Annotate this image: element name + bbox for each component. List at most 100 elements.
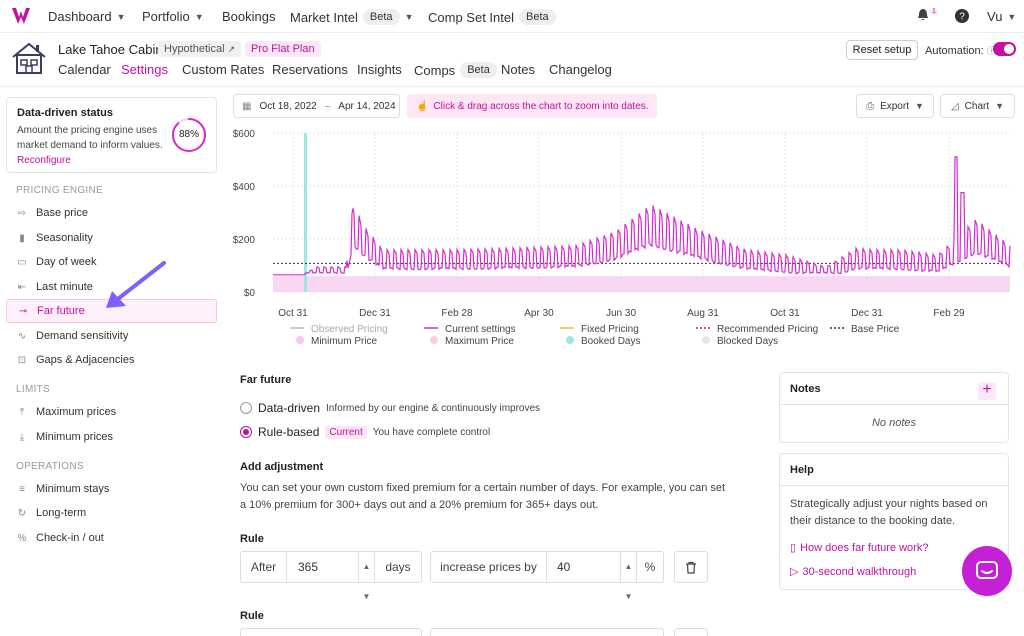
chevron-down-icon[interactable]: ▼ [624, 592, 633, 601]
delete-rule-button[interactable] [674, 551, 708, 583]
export-button[interactable]: ⎙ Export ▼ [856, 94, 934, 118]
date-range-picker[interactable]: ▦ Oct 18, 2022 – Apr 14, 2024 [233, 94, 400, 118]
radio-rule-based[interactable] [240, 426, 252, 438]
header-divider [0, 86, 1024, 87]
tab-settings[interactable]: Settings [121, 62, 168, 77]
chevron-up-icon[interactable]: ▲ [362, 562, 371, 571]
option-rule-based[interactable]: Rule-based Current You have complete contr… [240, 425, 490, 439]
sidebar-item-gaps[interactable]: ⊡ Gaps & Adjacencies [6, 348, 217, 372]
tab-calendar[interactable]: Calendar [58, 62, 111, 77]
sidebar-item-checkin[interactable]: % Check-in / out [6, 526, 217, 550]
user-menu[interactable]: Vu ▼ [987, 9, 1016, 24]
nav-portfolio[interactable]: Portfolio ▼ [142, 9, 204, 24]
sidebar-item-last-minute[interactable]: ⇤ Last minute [6, 275, 217, 299]
sidebar-item-demand-sensitivity[interactable]: ∿ Demand sensitivity [6, 324, 217, 348]
tab-insights[interactable]: Insights [357, 62, 402, 77]
date-separator: – [324, 100, 331, 112]
property-name[interactable]: Lake Tahoe Cabin [58, 42, 163, 57]
legend-label: Observed Pricing [311, 324, 388, 335]
tab-custom-rates[interactable]: Custom Rates [182, 62, 265, 77]
calendar-icon: ▦ [242, 100, 252, 112]
external-link-icon: ↗ [227, 44, 236, 54]
action-select[interactable]: increase prices by [431, 552, 547, 582]
rule-2-amount-group[interactable] [430, 628, 664, 636]
rule-amount-group: increase prices by 40 ▲ ▼ % [430, 551, 664, 601]
section-pricing-engine: PRICING ENGINE [16, 185, 103, 196]
tab-comps[interactable]: Comps Beta [414, 62, 497, 78]
sidebar-item-label: Day of week [36, 256, 97, 268]
reconfigure-link[interactable]: Reconfigure [17, 155, 71, 166]
checkin-icon: % [17, 532, 27, 544]
nav-bookings[interactable]: Bookings [222, 9, 275, 24]
nav-market-intel[interactable]: Market Intel Beta ▼ [290, 9, 413, 25]
option-data-driven[interactable]: Data-driven Informed by our engine & cont… [240, 401, 540, 415]
nav-dashboard[interactable]: Dashboard ▼ [48, 9, 126, 24]
days-unit: days [385, 560, 411, 574]
status-description: Amount the pricing engine uses market de… [17, 123, 167, 168]
beta-badge: Beta [362, 9, 400, 25]
sidebar-item-label: Seasonality [36, 232, 93, 244]
chevron-up-icon[interactable]: ▲ [624, 562, 633, 571]
sidebar-item-long-term[interactable]: ↻ Long-term [6, 501, 217, 525]
days-stepper[interactable]: ▲ ▼ [358, 552, 374, 601]
days-input[interactable]: 365 ▲ ▼ [287, 552, 375, 601]
sidebar-item-day-of-week[interactable]: ▭ Day of week [6, 250, 217, 274]
tab-changelog[interactable]: Changelog [549, 62, 612, 77]
option-rule-based-label: Rule-based [258, 425, 320, 439]
amount-input[interactable]: 40 ▲ ▼ [547, 552, 637, 601]
nav-comp-set-intel[interactable]: Comp Set Intel Beta [428, 9, 556, 25]
tab-notes[interactable]: Notes [501, 62, 535, 77]
status-progress-ring [172, 118, 206, 152]
help-link-how-far-future[interactable]: ▯ How does far future work? [790, 541, 929, 555]
chart-type-button[interactable]: ◿ Chart ▼ [940, 94, 1015, 118]
chevron-down-icon: ▼ [194, 11, 204, 22]
pricing-chart[interactable]: $600 $400 $200 $0 Oct 31 Dec 31 Feb 28 Apr 30 J… [226, 122, 1022, 358]
legend-label: Recommended Pricing [717, 324, 818, 335]
amount-stepper[interactable]: ▲ ▼ [620, 552, 636, 601]
nav-comp-set-intel-label: Comp Set Intel [428, 9, 514, 25]
add-note-button[interactable]: + [978, 382, 996, 400]
export-label: Export [880, 100, 909, 112]
y-tick-label: $0 [244, 288, 256, 299]
rule-2-delete-button[interactable] [674, 628, 708, 636]
automation-toggle[interactable] [993, 42, 1016, 56]
option-rule-based-desc: You have complete control [372, 426, 491, 438]
svg-text:?: ? [959, 12, 965, 23]
sidebar-item-minimum-prices[interactable]: ⤓ Minimum prices [6, 425, 217, 449]
sidebar-item-seasonality[interactable]: ▮ Seasonality [6, 226, 217, 250]
notes-card: Notes + No notes [779, 372, 1009, 443]
export-icon: ⎙ [866, 100, 875, 112]
hypothetical-badge[interactable]: Hypothetical ↗ [158, 41, 242, 57]
chat-button[interactable] [962, 546, 1012, 596]
help-icon[interactable]: ? [955, 9, 969, 23]
far-future-title: Far future [240, 374, 292, 386]
amount-value: 40 [557, 560, 571, 574]
help-link-label: How does far future work? [800, 541, 929, 554]
base-price-icon: ⇨ [17, 207, 27, 219]
seasonality-icon: ▮ [19, 232, 25, 244]
rule-2-days-group[interactable] [240, 628, 422, 636]
add-adjustment-title: Add adjustment [240, 461, 324, 473]
bell-icon [918, 9, 928, 21]
chevron-down-icon: ▼ [116, 11, 126, 22]
legend-label: Fixed Pricing [581, 324, 639, 335]
sidebar-item-maximum-prices[interactable]: ⤒ Maximum prices [6, 400, 217, 424]
radio-data-driven[interactable] [240, 402, 252, 414]
reset-setup-button[interactable]: Reset setup [846, 40, 918, 60]
house-icon [12, 42, 46, 74]
help-link-walkthrough[interactable]: ▷ 30-second walkthrough [790, 565, 916, 579]
brand-logo-icon[interactable] [12, 8, 30, 24]
tab-reservations[interactable]: Reservations [272, 62, 348, 77]
sidebar-item-base-price[interactable]: ⇨ Base price [6, 201, 217, 225]
notifications-button[interactable]: 1 [917, 8, 938, 22]
chevron-down-icon[interactable]: ▼ [362, 592, 371, 601]
plan-badge[interactable]: Pro Flat Plan [245, 41, 321, 57]
zoom-hint-text: Click & drag across the chart to zoom in… [433, 100, 649, 112]
status-title: Data-driven status [17, 107, 113, 119]
current-badge: Current [325, 425, 367, 439]
x-tick-label: Dec 31 [851, 308, 883, 319]
min-price-icon: ⤓ [19, 431, 25, 443]
y-tick-label: $400 [233, 182, 256, 193]
sidebar-item-minimum-stays[interactable]: ≡ Minimum stays [6, 477, 217, 501]
sidebar-item-label: Long-term [36, 507, 87, 519]
